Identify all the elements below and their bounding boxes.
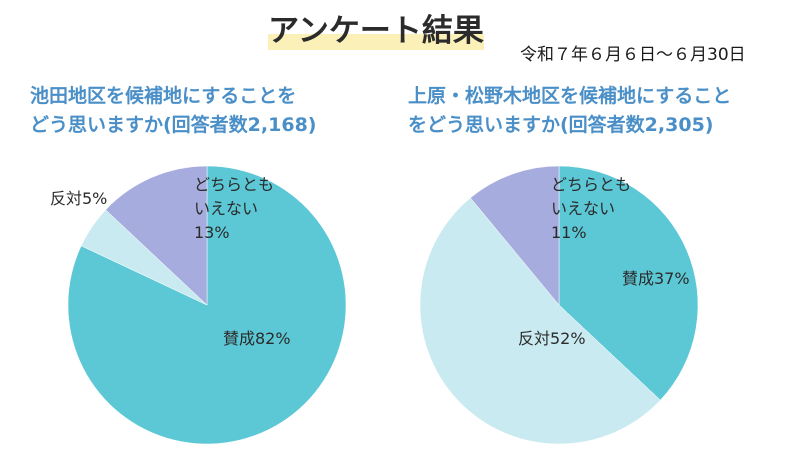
- left-pie-label-disagree: 反対5%: [50, 189, 107, 208]
- left-pie-slice-neutral: [105, 165, 208, 306]
- right-pie-label-neutral-line-2: いえない: [551, 199, 615, 218]
- right-chart-title: 上原・松野木地区を候補地にすること をどう思いますか(回答者数2,305): [408, 82, 731, 140]
- right-pie-label-disagree-line-1: 反対52%: [518, 329, 586, 348]
- right-chart-title-line-1: 上原・松野木地区を候補地にすること: [408, 85, 732, 107]
- left-pie-label-agree-line-1: 賛成82%: [223, 329, 291, 348]
- left-pie-chart: 賛成82% 反対5% どちらともいえない 13%: [50, 165, 347, 445]
- left-pie-label-neutral-line-1: どちらとも: [194, 175, 274, 194]
- right-pie-label-agree-line-1: 賛成37%: [622, 269, 690, 288]
- left-chart-title-line-2: どう思いますか(回答者数2,168): [30, 114, 317, 136]
- left-chart-title-line-1: 池田地区を候補地にすることを: [30, 85, 297, 107]
- page-title: アンケート結果: [268, 13, 484, 49]
- title-highlight: [268, 34, 484, 50]
- survey-title-block: アンケート結果: [268, 10, 484, 52]
- right-pie-label-neutral-line-3: 11%: [551, 223, 587, 242]
- left-pie-label-agree: 賛成82%: [223, 329, 291, 348]
- left-pie-label-neutral: どちらともいえない 13%: [194, 175, 274, 242]
- left-pie-label-disagree-line-1: 反対5%: [50, 189, 107, 208]
- right-pie-label-neutral-line-1: どちらとも: [551, 175, 631, 194]
- right-pie-slice-disagree: [419, 197, 661, 445]
- survey-date-range: 令和７年６月６日～６月30日: [520, 45, 746, 65]
- left-pie-label-neutral-line-3: 13%: [194, 223, 230, 242]
- left-pie-label-neutral-line-2: いえない: [194, 199, 258, 218]
- right-pie-slice-neutral: [470, 165, 560, 306]
- right-pie-label-neutral: どちらともいえない 11%: [551, 175, 631, 242]
- right-chart-title-line-2: をどう思いますか(回答者数2,305): [408, 114, 714, 136]
- right-pie-label-agree: 賛成37%: [622, 269, 690, 288]
- right-pie-slice-agree: [558, 165, 699, 401]
- right-pie-label-disagree: 反対52%: [518, 329, 586, 348]
- left-chart-title: 池田地区を候補地にすることを どう思いますか(回答者数2,168): [30, 82, 316, 140]
- left-pie-slice-agree: [67, 165, 347, 445]
- right-pie-chart: 賛成37% 反対52% どちらともいえない 11%: [419, 165, 699, 445]
